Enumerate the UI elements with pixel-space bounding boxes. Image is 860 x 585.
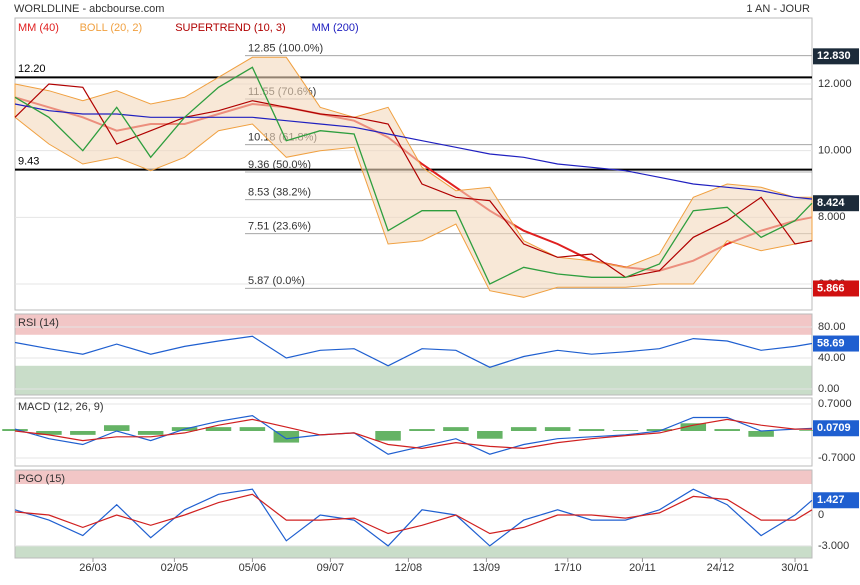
y-tick-label: -3.000 (818, 540, 849, 552)
value-marker-label: 8.424 (817, 197, 845, 209)
panel-frame (14, 313, 813, 396)
zone (15, 545, 812, 558)
x-tick-label: 17/10 (554, 562, 582, 574)
histogram-bar (2, 429, 28, 431)
x-tick-label: 02/05 (161, 562, 189, 574)
y-tick-label: 80.00 (818, 321, 846, 333)
x-tick-label: 09/07 (317, 562, 345, 574)
period: 1 AN - JOUR (746, 3, 810, 15)
histogram-bar (612, 430, 639, 431)
x-tick-label: 24/12 (707, 562, 735, 574)
panel-title: RSI (14) (18, 317, 59, 329)
value-marker (813, 420, 859, 437)
x-tick-label: 26/03 (79, 562, 107, 574)
fib-label: 8.53 (38.2%) (248, 187, 311, 199)
value-marker (813, 48, 859, 65)
histogram-bar (409, 429, 435, 431)
series-line (14, 103, 813, 200)
fib-label: 5.87 (0.0%) (248, 275, 305, 287)
chart-title: WORLDLINE - abcbourse.com (14, 3, 164, 15)
value-marker (813, 195, 859, 212)
histogram-bar (646, 429, 673, 431)
value-marker (813, 492, 859, 509)
histogram-bar (70, 430, 96, 435)
level-label: 12.20 (18, 63, 46, 75)
histogram-bar (748, 430, 774, 437)
histogram-bar (477, 430, 503, 439)
value-marker-label: 1.427 (817, 494, 845, 506)
x-tick-label: 13/09 (473, 562, 501, 574)
histogram-bar (799, 430, 825, 431)
x-tick-label: 12/08 (395, 562, 423, 574)
y-tick-label: 0.00 (818, 383, 839, 395)
panel-frame (14, 469, 813, 559)
histogram-bar (680, 423, 707, 431)
histogram-bar (578, 429, 605, 431)
histogram-bar (103, 425, 130, 431)
value-marker-label: 0.0709 (817, 422, 851, 434)
series-line (14, 418, 812, 450)
value-marker-label: 12.830 (817, 50, 851, 62)
histogram-bar (239, 427, 266, 431)
y-tick-label: 0.7000 (818, 398, 852, 410)
panel-frame (14, 397, 813, 467)
y-tick-label: 40.00 (818, 352, 846, 364)
histogram-bar (714, 429, 740, 431)
series-line (14, 83, 813, 278)
series-line (14, 414, 813, 455)
y-tick-label: 0 (818, 509, 824, 521)
histogram-bar (510, 427, 537, 431)
histogram-bar (205, 427, 232, 431)
panel-title: MACD (12, 26, 9) (18, 401, 104, 413)
value-marker-label: 5.866 (817, 282, 845, 294)
value-marker-label: 58.69 (817, 337, 845, 349)
y-tick-label: 8.000 (818, 211, 846, 223)
zone (15, 314, 812, 335)
y-tick-label: 12.000 (818, 78, 852, 90)
histogram-bar (36, 430, 62, 435)
series-line (14, 493, 813, 535)
x-tick-label: 05/06 (239, 562, 267, 574)
zone (15, 470, 812, 485)
legend-entry: MM (40) (18, 22, 59, 34)
series-line (14, 335, 813, 368)
histogram-bar (137, 430, 164, 435)
histogram-bar (375, 430, 401, 441)
y-tick-label: 10.000 (818, 145, 852, 157)
x-tick-label: 30/01 (781, 562, 809, 574)
legend-entry: BOLL (20, 2) (80, 22, 143, 34)
panel-frame (14, 17, 813, 311)
panel-title: PGO (15) (18, 473, 65, 485)
y-tick-label: -0.7000 (818, 452, 855, 464)
level-label: 9.43 (18, 156, 39, 168)
fib-label: 7.51 (23.6%) (248, 221, 311, 233)
x-tick-label: 20/11 (629, 562, 656, 574)
histogram-bar (443, 427, 469, 431)
series-line (14, 488, 813, 547)
legend-entry: SUPERTREND (10, 3) (175, 22, 285, 34)
legend-entry: MM (200) (312, 22, 359, 34)
value-marker (813, 335, 859, 352)
fib-label: 9.36 (50.0%) (248, 159, 311, 171)
histogram-bar (544, 427, 571, 431)
fib-label: 12.85 (100.0%) (248, 43, 323, 55)
zone (15, 365, 812, 395)
value-marker (813, 280, 859, 297)
histogram-bar (273, 430, 300, 443)
price-line (14, 66, 813, 285)
